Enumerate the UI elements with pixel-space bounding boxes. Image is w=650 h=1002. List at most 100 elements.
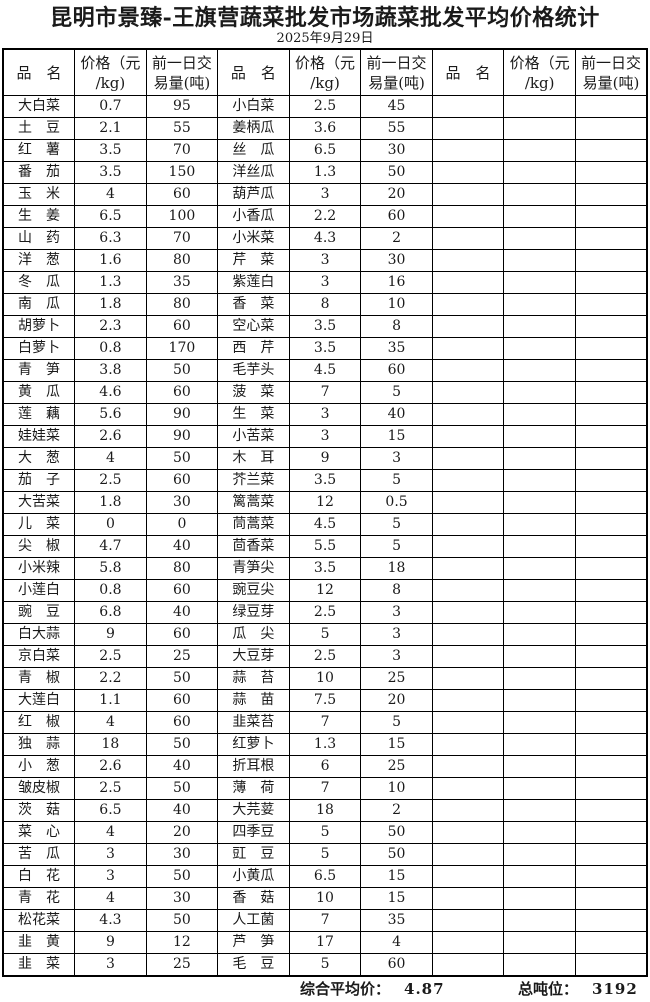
price-cell: 7 bbox=[288, 909, 362, 932]
summary-average-value: 4.87 bbox=[404, 980, 445, 998]
volume-cell: 0.5 bbox=[360, 491, 433, 514]
price-header-line1: 价格（元 bbox=[295, 53, 356, 72]
price-cell bbox=[503, 403, 576, 426]
product-name-cell bbox=[431, 931, 505, 954]
price-cell bbox=[503, 667, 576, 690]
product-name: 京白菜 bbox=[18, 648, 61, 664]
volume-cell: 30 bbox=[145, 887, 219, 910]
product-name-cell: 西芹 bbox=[217, 337, 290, 360]
volume-cell: 170 bbox=[145, 337, 219, 360]
price-cell bbox=[503, 447, 576, 470]
volume-cell bbox=[574, 733, 648, 756]
price-cell bbox=[503, 755, 576, 778]
product-name: 葫芦瓜 bbox=[232, 186, 275, 202]
product-name: 香菜 bbox=[232, 296, 275, 312]
product-name-cell: 丝瓜 bbox=[217, 139, 290, 162]
price-cell bbox=[503, 931, 576, 954]
price-cell bbox=[503, 315, 576, 338]
price-cell: 2.5 bbox=[74, 777, 147, 800]
volume-cell bbox=[574, 161, 648, 184]
price-cell bbox=[503, 227, 576, 250]
product-name-cell: 红萝卜 bbox=[217, 733, 290, 756]
product-name: 南瓜 bbox=[18, 296, 61, 312]
product-name: 青笋 bbox=[18, 362, 61, 378]
volume-cell bbox=[574, 95, 648, 118]
volume-cell: 5 bbox=[360, 469, 433, 492]
table-row: 洋葱 1.6 80 芹菜 3 30 bbox=[2, 249, 648, 272]
price-cell: 0.8 bbox=[74, 579, 147, 602]
price-cell bbox=[503, 535, 576, 558]
volume-cell bbox=[574, 931, 648, 954]
product-name: 丝瓜 bbox=[232, 142, 275, 158]
price-cell: 3.5 bbox=[74, 139, 147, 162]
price-cell bbox=[503, 205, 576, 228]
volume-cell: 80 bbox=[145, 293, 219, 316]
product-name-cell bbox=[431, 271, 505, 294]
product-name: 小苦菜 bbox=[232, 428, 275, 444]
volume-cell: 35 bbox=[360, 337, 433, 360]
product-name-cell: 菜心 bbox=[2, 821, 76, 844]
product-name-cell: 折耳根 bbox=[217, 755, 290, 778]
product-name: 尖椒 bbox=[18, 538, 61, 554]
product-name: 姜柄瓜 bbox=[232, 120, 275, 136]
product-name-cell bbox=[431, 909, 505, 932]
product-name-cell: 菠菜 bbox=[217, 381, 290, 404]
product-name-cell: 绿豆芽 bbox=[217, 601, 290, 624]
product-name-cell: 姜柄瓜 bbox=[217, 117, 290, 140]
product-name: 洋丝瓜 bbox=[232, 164, 275, 180]
price-cell bbox=[503, 887, 576, 910]
product-name-cell: 京白菜 bbox=[2, 645, 76, 668]
product-name-cell: 青花 bbox=[2, 887, 76, 910]
price-cell: 3 bbox=[74, 953, 147, 977]
volume-cell bbox=[574, 139, 648, 162]
table-row: 土豆 2.1 55 姜柄瓜 3.6 55 bbox=[2, 117, 648, 140]
price-cell bbox=[503, 645, 576, 668]
volume-cell: 60 bbox=[145, 381, 219, 404]
price-cell: 7 bbox=[288, 711, 362, 734]
price-cell bbox=[503, 95, 576, 118]
volume-cell bbox=[574, 117, 648, 140]
price-cell: 5 bbox=[288, 843, 362, 866]
price-cell bbox=[503, 843, 576, 866]
volume-cell bbox=[574, 887, 648, 910]
price-cell: 2.5 bbox=[74, 645, 147, 668]
product-name-cell bbox=[431, 623, 505, 646]
price-cell: 4.7 bbox=[74, 535, 147, 558]
product-name: 生姜 bbox=[18, 208, 61, 224]
product-name-cell: 香菇 bbox=[217, 887, 290, 910]
price-cell: 2.2 bbox=[74, 667, 147, 690]
table-header-row: 品 名 价格（元/kg) 前一日交 易量(吨) 品 名 价格（元/kg) 前一日交… bbox=[2, 48, 648, 96]
price-cell: 9 bbox=[74, 931, 147, 954]
price-cell: 7 bbox=[288, 381, 362, 404]
product-name: 青笋尖 bbox=[232, 560, 275, 576]
price-cell: 1.3 bbox=[74, 271, 147, 294]
product-name: 苦瓜 bbox=[18, 846, 61, 862]
product-name: 菜心 bbox=[18, 824, 61, 840]
price-cell: 3 bbox=[288, 183, 362, 206]
volume-cell: 40 bbox=[360, 403, 433, 426]
product-name-cell bbox=[431, 447, 505, 470]
volume-cell bbox=[574, 513, 648, 536]
product-name-cell: 茄子 bbox=[2, 469, 76, 492]
product-name-cell: 大芫荽 bbox=[217, 799, 290, 822]
product-name: 芦笋 bbox=[232, 934, 275, 950]
price-cell bbox=[503, 293, 576, 316]
product-name-cell: 红椒 bbox=[2, 711, 76, 734]
table-row: 小葱 2.6 40 折耳根 6 25 bbox=[2, 755, 648, 778]
price-cell bbox=[503, 425, 576, 448]
volume-cell: 80 bbox=[145, 249, 219, 272]
price-cell: 5.6 bbox=[74, 403, 147, 426]
product-name: 大葱 bbox=[18, 450, 61, 466]
product-name: 蒜苔 bbox=[232, 670, 275, 686]
price-header-line1: 价格（元 bbox=[509, 53, 570, 72]
table-row: 青椒 2.2 50 蒜苔 10 25 bbox=[2, 667, 648, 690]
price-cell: 3.5 bbox=[74, 161, 147, 184]
price-cell: 3 bbox=[288, 271, 362, 294]
price-cell: 2.6 bbox=[74, 755, 147, 778]
product-name: 独蒜 bbox=[18, 736, 61, 752]
volume-cell: 8 bbox=[360, 315, 433, 338]
volume-cell bbox=[574, 865, 648, 888]
product-name: 折耳根 bbox=[232, 758, 275, 774]
table-row: 韭菜 3 25 毛豆 5 60 bbox=[2, 953, 648, 977]
table-row: 冬瓜 1.3 35 紫莲白 3 16 bbox=[2, 271, 648, 294]
